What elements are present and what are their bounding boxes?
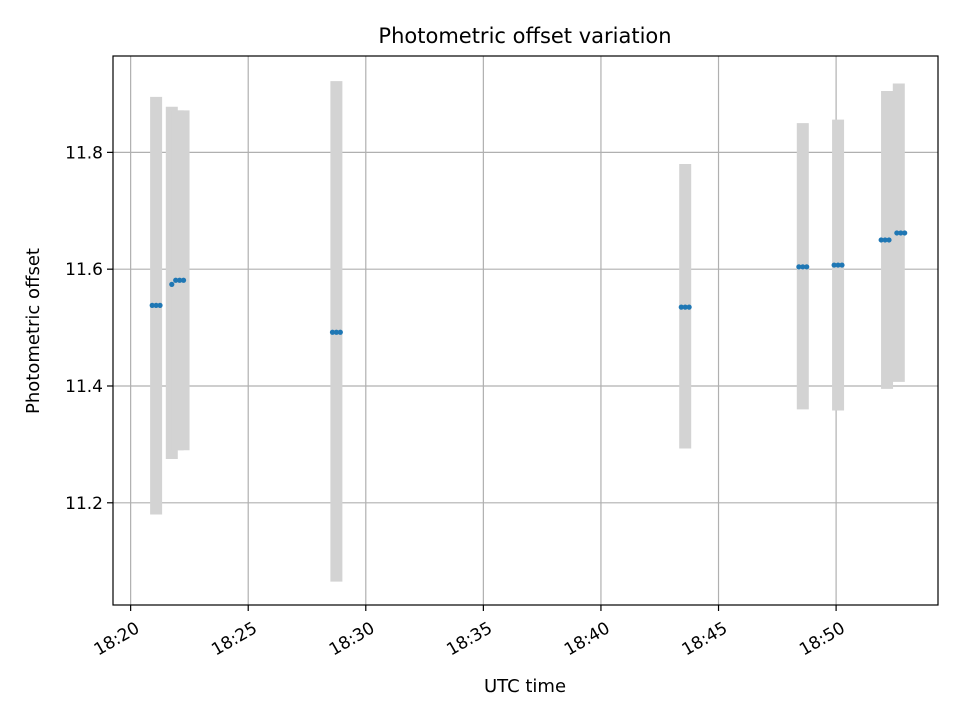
data-point xyxy=(173,277,179,283)
chart-title: Photometric offset variation xyxy=(378,24,671,48)
y-tick-label: 11.6 xyxy=(65,260,103,280)
data-point xyxy=(882,237,888,243)
data-point xyxy=(804,264,810,270)
data-point xyxy=(886,237,892,243)
data-point xyxy=(796,264,802,270)
data-point xyxy=(180,277,187,283)
data-point xyxy=(682,304,688,310)
data-point xyxy=(157,302,163,308)
data-point xyxy=(686,304,692,310)
data-point xyxy=(902,230,908,236)
data-point xyxy=(333,329,339,335)
data-point xyxy=(177,277,183,283)
y-tick-label: 11.4 xyxy=(65,377,103,397)
data-point xyxy=(329,329,336,335)
x-axis-label: UTC time xyxy=(484,676,566,697)
data-point xyxy=(153,302,159,308)
data-point xyxy=(894,230,900,236)
data-point xyxy=(831,262,837,268)
y-tick-label: 11.2 xyxy=(65,494,103,514)
data-point xyxy=(839,262,845,268)
data-points xyxy=(149,230,908,335)
data-point xyxy=(835,262,841,268)
data-point xyxy=(878,237,884,243)
y-axis-label: Photometric offset xyxy=(23,248,44,414)
data-point xyxy=(337,329,343,335)
plot-area-frame xyxy=(112,55,939,606)
data-point xyxy=(898,230,904,236)
data-point xyxy=(678,304,684,310)
y-tick-label: 11.8 xyxy=(65,143,103,163)
data-point xyxy=(800,264,806,270)
data-point xyxy=(149,302,155,308)
y-axis-ticks: 11.2 11.4 11.6 11.8 xyxy=(65,143,113,514)
data-point xyxy=(169,281,175,287)
